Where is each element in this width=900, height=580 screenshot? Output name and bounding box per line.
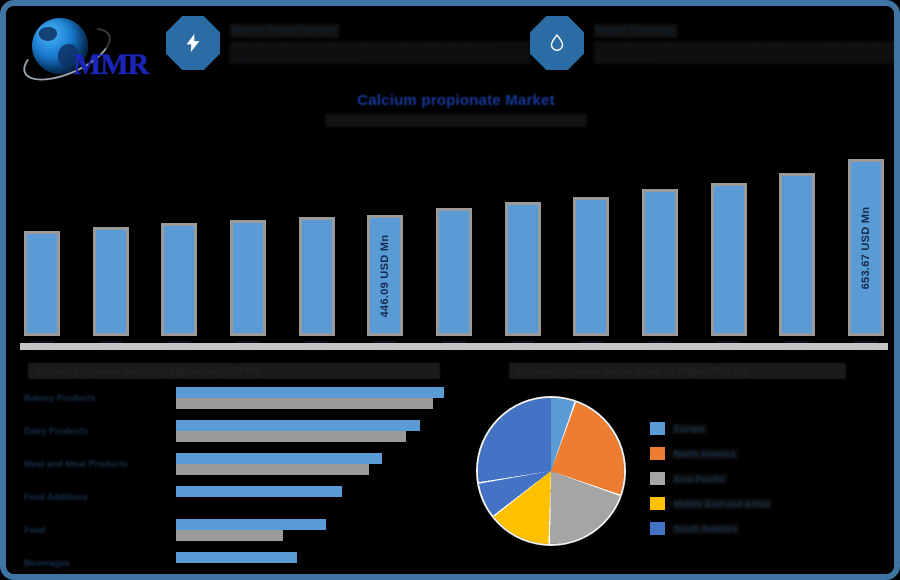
legend-item: Middle East and Africa	[650, 491, 880, 516]
bar	[24, 231, 60, 336]
chart-baseline-axis	[20, 343, 888, 350]
bar-column: 2028	[710, 136, 747, 350]
bar-series-a	[176, 552, 297, 563]
bar-column: 2026	[573, 136, 610, 350]
bar-track	[176, 481, 464, 514]
application-label: Beverages	[24, 558, 70, 569]
region-legend: Europe North America Asia Pacific Middle Ea…	[650, 416, 880, 541]
legend-color-swatch	[650, 422, 665, 435]
application-label: Feed Additives	[24, 492, 88, 503]
bar	[92, 227, 129, 336]
bar-series-b	[176, 530, 283, 541]
bar-series-a	[176, 486, 342, 497]
bar	[641, 189, 678, 336]
bar-value-label: 446.09 USD Mn	[379, 234, 392, 317]
legend-label: Middle East and Africa	[672, 498, 773, 509]
application-bar-row: Meat and Meat Products	[24, 448, 464, 481]
bar-series-a	[176, 519, 326, 530]
application-bar-row: Feed	[24, 514, 464, 547]
bar	[504, 202, 541, 336]
bar-series-a	[176, 420, 420, 431]
bar	[779, 173, 816, 336]
application-label: Meat and Meat Products	[24, 459, 128, 470]
highlight-title: Report Coverage	[594, 24, 677, 38]
bar-column: 2020	[161, 136, 198, 350]
main-bar-chart: 2018 2019 2020 2021 2022 446.09 USD Mn2023 202…	[24, 136, 884, 350]
bar-column: 2022	[298, 136, 335, 350]
legend-color-swatch	[650, 447, 665, 460]
poster-header: MMR Market Growth Drivers Rising demand …	[6, 6, 894, 92]
bar: 653.67 USD Mn	[847, 159, 884, 336]
legend-label: North America	[672, 448, 738, 459]
application-bar-row: Beverages	[24, 547, 464, 574]
bar-column: 2024	[435, 136, 472, 350]
legend-color-swatch	[650, 472, 665, 485]
legend-color-swatch	[650, 497, 665, 510]
legend-item: North America	[650, 441, 880, 466]
bar-series-b	[176, 464, 369, 475]
bar-column: 2019	[92, 136, 129, 350]
bar-track	[176, 448, 464, 481]
bar-column: 446.09 USD Mn2023	[367, 136, 404, 350]
highlight-title: Market Growth Drivers	[230, 24, 339, 38]
section-header-region: Calcium propionate Market Share, by Regi…	[509, 363, 846, 379]
legend-color-swatch	[650, 522, 665, 535]
bar-series-a	[176, 387, 444, 398]
page-subtitle-text: Global Market Size and Forecast 2018 to …	[324, 114, 587, 127]
legend-item: Europe	[650, 416, 880, 441]
bar	[298, 217, 335, 336]
application-label: Feed	[24, 525, 46, 536]
bar-track	[176, 415, 464, 448]
bar	[710, 183, 747, 336]
bar-column: 653.67 USD Mn2030	[847, 136, 884, 350]
page-title: Calcium propionate Market	[357, 92, 555, 109]
legend-item: Asia Pacific	[650, 466, 880, 491]
legend-label: South America	[672, 523, 740, 534]
application-bar-chart: Bakery Products Dairy Products Meat and Me…	[24, 382, 464, 580]
globe-icon	[32, 18, 88, 74]
bar	[573, 197, 610, 336]
bar-column: 2021	[229, 136, 266, 350]
brand-logo: MMR	[15, 12, 158, 92]
application-bar-row: Feed Additives	[24, 481, 464, 514]
header-highlight-2: Report Coverage Comprehensive analysis o…	[530, 16, 894, 70]
application-bar-row: Dairy Products	[24, 415, 464, 448]
bar-track	[176, 514, 464, 547]
section-header-application: Calcium propionate Market, by Applicatio…	[28, 363, 440, 379]
axis-ticks	[194, 575, 464, 580]
bar-column: 2027	[641, 136, 678, 350]
region-pie-chart	[478, 398, 624, 544]
lightning-bolt-icon	[166, 16, 220, 70]
application-label: Bakery Products	[24, 393, 96, 404]
pie-slice-divider	[478, 398, 624, 544]
bar-value-label: 653.67 USD Mn	[859, 206, 872, 289]
legend-item: South America	[650, 516, 880, 541]
application-bar-row: Bakery Products	[24, 382, 464, 415]
bar	[161, 223, 198, 336]
legend-label: Europe	[672, 423, 708, 434]
header-highlight-1: Market Growth Drivers Rising demand for …	[166, 16, 530, 70]
bar-column: 2029	[779, 136, 816, 350]
bar-track	[176, 547, 464, 574]
bar: 446.09 USD Mn	[367, 215, 404, 336]
bar	[435, 208, 472, 336]
application-label: Dairy Products	[24, 426, 89, 437]
legend-label: Asia Pacific	[672, 473, 727, 484]
bar	[229, 220, 266, 336]
bar-column: 2018	[24, 136, 60, 350]
bar-column: 2025	[504, 136, 541, 350]
water-drop-icon	[530, 16, 584, 70]
bar-track	[176, 382, 464, 415]
bar-series-b	[176, 398, 433, 409]
highlight-body: Rising demand for preservatives in baker…	[230, 41, 530, 65]
page-subtitle: Global Market Size and Forecast 2018 to …	[6, 114, 894, 127]
highlight-body: Comprehensive analysis of segments, regi…	[594, 41, 894, 65]
bar-series-a	[176, 453, 382, 464]
brand-name: MMR	[73, 48, 149, 81]
bar-series-b	[176, 431, 406, 442]
